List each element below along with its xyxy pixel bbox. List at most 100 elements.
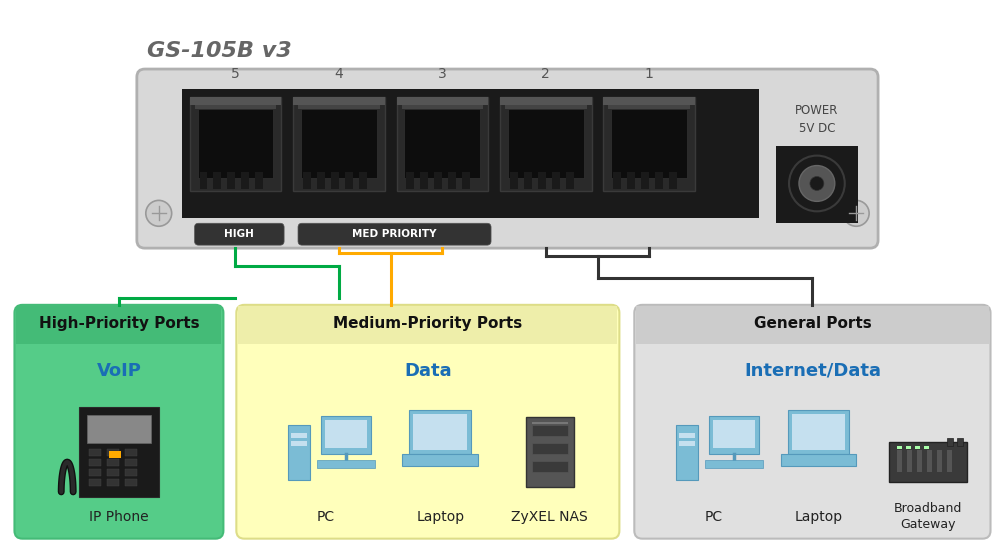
Bar xyxy=(288,425,310,480)
Text: General Ports: General Ports xyxy=(754,316,871,331)
Bar xyxy=(200,172,207,189)
Bar xyxy=(298,105,380,109)
Bar xyxy=(213,172,221,189)
Bar xyxy=(532,443,568,454)
Bar xyxy=(611,109,687,179)
Bar xyxy=(937,450,942,472)
Bar xyxy=(89,449,101,456)
Bar xyxy=(462,172,470,189)
Bar xyxy=(566,172,574,189)
Text: HIGH: HIGH xyxy=(224,229,254,239)
Bar xyxy=(897,446,902,449)
Bar xyxy=(359,172,367,189)
Bar xyxy=(107,469,119,476)
Bar xyxy=(301,109,377,179)
Bar xyxy=(915,446,920,449)
FancyBboxPatch shape xyxy=(195,223,284,245)
Circle shape xyxy=(799,166,835,201)
Text: Laptop: Laptop xyxy=(416,510,464,524)
Bar xyxy=(89,469,101,476)
Text: IP Phone: IP Phone xyxy=(89,510,149,524)
Bar xyxy=(613,172,621,189)
Circle shape xyxy=(146,200,172,226)
Bar xyxy=(679,433,695,438)
Bar xyxy=(669,172,677,189)
Text: MED PRIORITY: MED PRIORITY xyxy=(352,229,437,239)
Text: VoIP: VoIP xyxy=(96,361,141,380)
Bar xyxy=(917,450,922,472)
Bar xyxy=(500,97,592,191)
FancyBboxPatch shape xyxy=(634,305,991,538)
Text: Broadband
Gateway: Broadband Gateway xyxy=(894,502,962,531)
Bar xyxy=(238,306,617,344)
Bar xyxy=(89,459,101,466)
Bar xyxy=(907,450,912,472)
Text: Medium-Priority Ports: Medium-Priority Ports xyxy=(333,316,522,331)
Bar xyxy=(87,415,151,443)
Bar xyxy=(776,146,858,223)
Bar xyxy=(709,416,759,454)
Bar xyxy=(182,89,759,218)
Bar xyxy=(325,420,367,448)
Bar xyxy=(679,441,695,446)
Bar xyxy=(957,438,963,446)
Bar xyxy=(397,97,488,191)
FancyBboxPatch shape xyxy=(298,223,491,245)
FancyBboxPatch shape xyxy=(137,69,878,248)
Bar xyxy=(331,172,339,189)
Bar xyxy=(608,105,690,109)
Text: 3: 3 xyxy=(438,67,447,81)
Bar xyxy=(317,172,325,189)
Bar xyxy=(927,450,932,472)
Text: PC: PC xyxy=(317,510,335,524)
Bar xyxy=(406,172,414,189)
Bar xyxy=(655,172,663,189)
Bar xyxy=(413,414,467,450)
Bar xyxy=(125,459,137,466)
Text: 5: 5 xyxy=(231,67,240,81)
Bar xyxy=(505,105,587,109)
Bar xyxy=(227,172,235,189)
Bar xyxy=(190,97,281,191)
Bar xyxy=(508,109,584,179)
Bar xyxy=(198,109,273,179)
Text: ZyXEL NAS: ZyXEL NAS xyxy=(511,510,588,524)
Bar xyxy=(641,172,649,189)
Bar xyxy=(532,425,568,436)
Bar xyxy=(125,469,137,476)
Bar xyxy=(404,109,480,179)
Text: 4: 4 xyxy=(334,67,343,81)
Text: POWER: POWER xyxy=(795,104,839,117)
Bar xyxy=(293,97,385,105)
Bar xyxy=(448,172,456,189)
Bar xyxy=(107,459,119,466)
Bar xyxy=(293,97,385,191)
Text: High-Priority Ports: High-Priority Ports xyxy=(39,316,199,331)
Text: 2: 2 xyxy=(541,67,550,81)
Text: Internet/Data: Internet/Data xyxy=(744,361,881,380)
Bar xyxy=(705,460,763,468)
FancyBboxPatch shape xyxy=(14,305,223,538)
Bar xyxy=(107,479,119,486)
Circle shape xyxy=(843,200,869,226)
Bar xyxy=(713,420,755,448)
Bar xyxy=(402,454,478,466)
Bar xyxy=(79,408,159,497)
Bar xyxy=(532,461,568,472)
Circle shape xyxy=(810,177,824,190)
Bar xyxy=(345,172,353,189)
Bar xyxy=(524,172,532,189)
Bar xyxy=(627,172,635,189)
Bar xyxy=(532,422,568,424)
Bar xyxy=(947,438,953,446)
Circle shape xyxy=(789,156,845,211)
Bar xyxy=(317,460,375,468)
Bar xyxy=(924,446,929,449)
Bar xyxy=(16,306,221,344)
Bar xyxy=(906,446,911,449)
Text: 1: 1 xyxy=(645,67,654,81)
Bar xyxy=(109,451,121,458)
Bar xyxy=(255,172,263,189)
Bar xyxy=(291,433,307,438)
Bar xyxy=(195,105,276,109)
